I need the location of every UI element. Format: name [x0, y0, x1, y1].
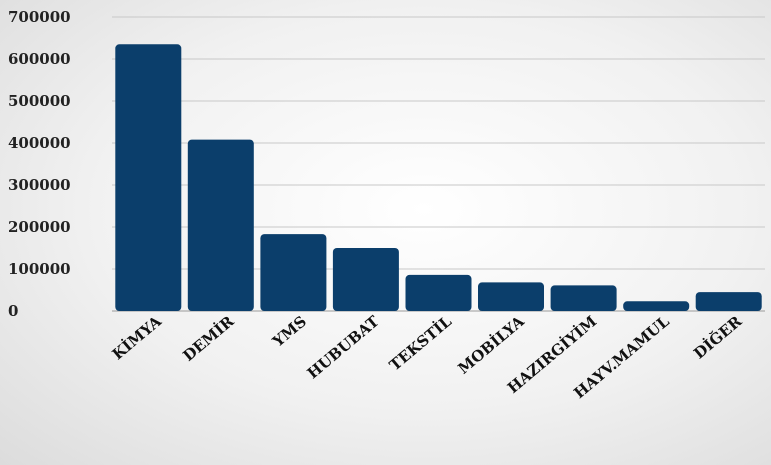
bar [260, 234, 327, 311]
x-tick-label: MOBİLYA [454, 311, 528, 377]
bar [405, 274, 472, 311]
bar [115, 44, 182, 312]
bar [695, 292, 762, 311]
y-axis-tick-labels: 0 100000 200000 300000 400000 500000 600000 700… [8, 8, 71, 320]
y-tick-label: 500000 [8, 92, 71, 110]
bars [115, 44, 762, 312]
y-tick-label: 200000 [8, 218, 71, 236]
y-tick-label: 700000 [8, 8, 71, 26]
x-tick-label: KİMYA [108, 311, 165, 363]
y-tick-label: 300000 [8, 176, 71, 194]
bar [478, 282, 544, 311]
x-tick-label: DİĞER [690, 311, 746, 362]
y-tick-label: 100000 [8, 260, 71, 278]
bar [623, 301, 690, 311]
x-tick-label: HUBUBAT [304, 312, 383, 383]
bar [187, 139, 254, 311]
x-tick-label: YMS [268, 312, 310, 351]
bar [550, 285, 617, 311]
bar [332, 248, 399, 311]
y-tick-label: 400000 [8, 134, 71, 152]
x-tick-label: TEKSTİL [385, 311, 455, 374]
x-tick-label: DEMİR [179, 311, 238, 365]
y-tick-label: 600000 [8, 50, 71, 68]
y-tick-label: 0 [8, 302, 18, 320]
